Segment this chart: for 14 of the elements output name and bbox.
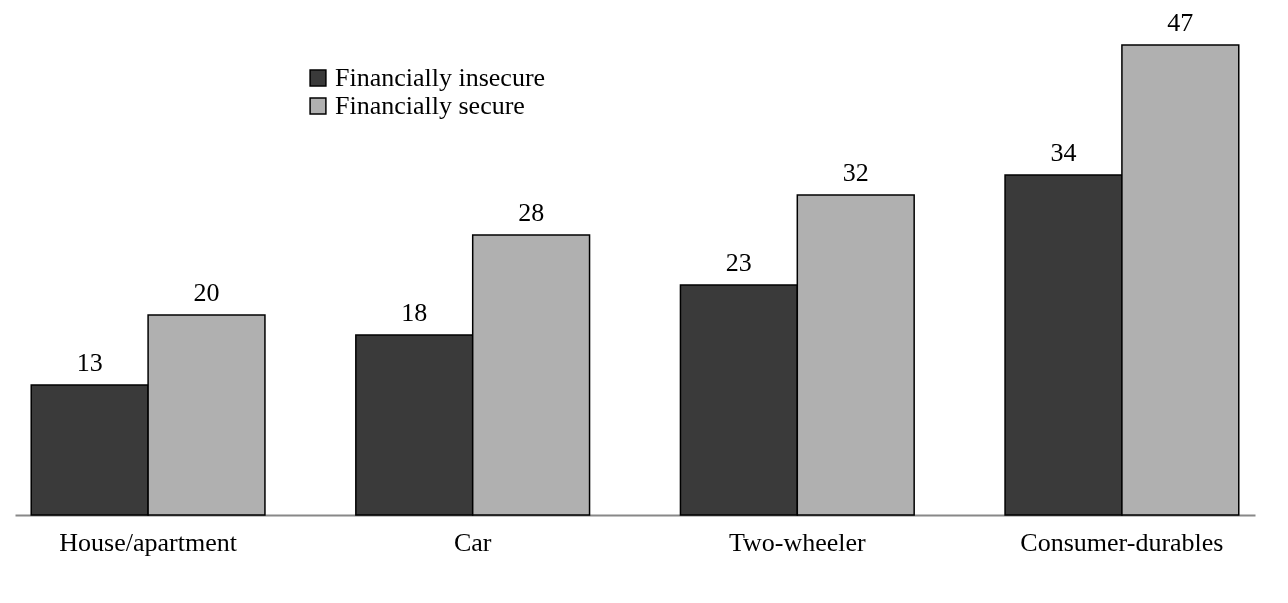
x-tick-label: House/apartment (59, 527, 238, 557)
data-label: 13 (76, 348, 103, 377)
x-tick-label: Car (453, 527, 492, 557)
legend-label: Financially insecure (335, 63, 546, 92)
legend-label: Financially secure (335, 91, 525, 120)
data-label: 47 (1167, 8, 1194, 37)
data-label: 23 (725, 248, 752, 277)
data-label: 20 (193, 278, 220, 307)
data-label: 32 (842, 158, 869, 187)
data-label: 18 (401, 298, 428, 327)
x-tick-label: Two-wheeler (728, 527, 867, 557)
data-label: 28 (518, 198, 545, 227)
x-tick-label: Consumer-durables (1020, 527, 1224, 557)
data-label: 34 (1050, 138, 1077, 167)
